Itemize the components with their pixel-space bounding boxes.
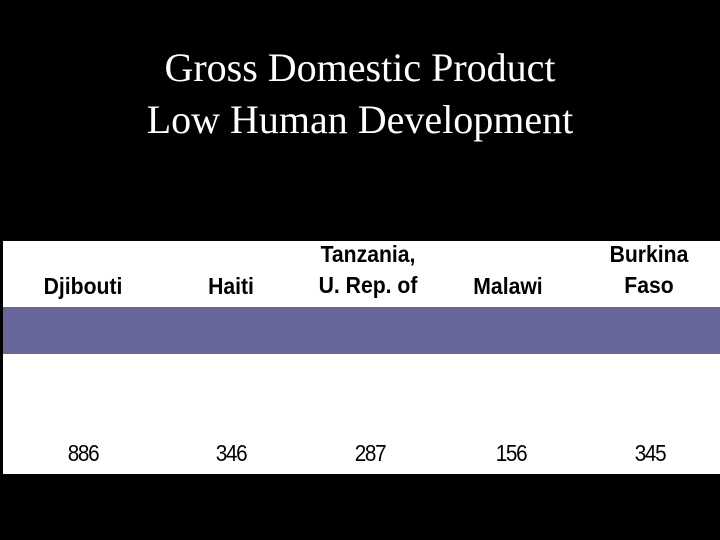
value-djibouti: 886	[67, 440, 100, 466]
value-burkina-faso: 345	[634, 440, 667, 466]
header-divider-band	[3, 307, 720, 354]
column-header-malawi: Malawi	[473, 273, 543, 299]
gdp-table: Djibouti 886 Haiti 346 Tanzania, U. Rep.…	[3, 241, 720, 474]
column-header-haiti: Haiti	[208, 273, 254, 299]
value-haiti: 346	[215, 440, 248, 466]
column-header-burkina-faso: Burkina Faso	[609, 241, 689, 298]
title-line-2: Low Human Development	[146, 97, 574, 142]
column-header-tanzania: Tanzania, U. Rep. of	[318, 241, 418, 298]
slide-title: Gross Domestic Product Low Human Develop…	[0, 42, 720, 146]
value-malawi: 156	[495, 440, 528, 466]
column-header-djibouti: Djibouti	[43, 273, 123, 299]
title-line-1: Gross Domestic Product	[164, 45, 556, 90]
value-tanzania: 287	[354, 440, 387, 466]
